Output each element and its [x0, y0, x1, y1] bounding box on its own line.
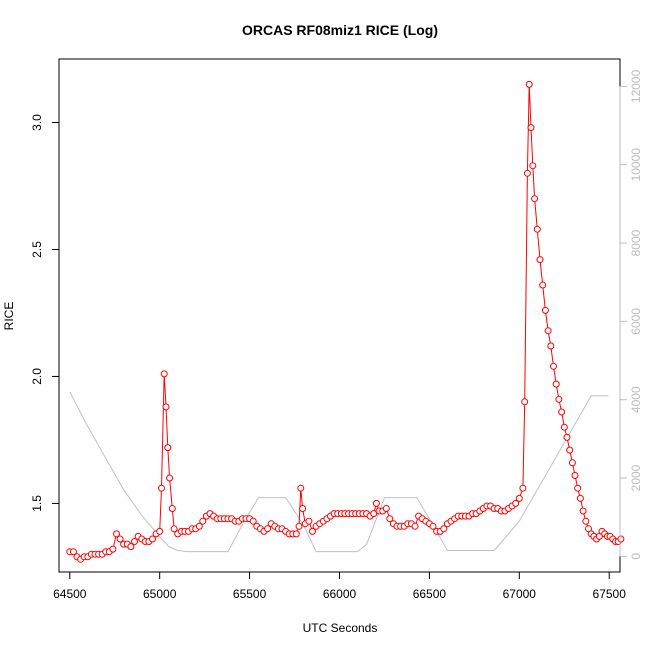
x-axis-label: UTC Seconds — [303, 621, 378, 635]
rice-point — [162, 403, 170, 411]
rice-point — [116, 535, 124, 543]
rice-point — [109, 545, 117, 553]
rice-point — [370, 510, 378, 518]
rice-point — [305, 517, 313, 525]
rice-point — [249, 517, 257, 525]
rice-point — [566, 446, 574, 454]
rice-point — [560, 423, 568, 431]
rice-point — [550, 362, 557, 370]
x-tick-label: 64500 — [53, 587, 87, 601]
rice-point — [563, 433, 571, 441]
rice-point — [529, 162, 537, 170]
rice-point — [199, 517, 207, 525]
rice-point — [525, 80, 533, 88]
rice-point — [168, 505, 176, 512]
rice-point — [295, 522, 303, 530]
x-tick-label: 65500 — [233, 587, 267, 601]
y-tick-label: 1.5 — [30, 495, 44, 512]
x-tick-label: 65000 — [143, 587, 177, 601]
rice-point — [571, 472, 579, 479]
chart-title: ORCAS RF08miz1 RICE (Log) — [242, 22, 438, 38]
plot-frame — [58, 58, 621, 573]
rice-point — [429, 522, 437, 530]
rice-point — [558, 408, 566, 416]
rice-point — [131, 538, 138, 545]
rice-point — [544, 327, 552, 335]
rice-point — [149, 535, 156, 543]
rice-point — [292, 530, 300, 538]
rice-point — [382, 505, 390, 512]
rice-point — [523, 169, 531, 177]
right-series-layer — [69, 391, 609, 553]
rice-point — [552, 380, 560, 388]
rice-point — [533, 225, 541, 233]
rice-point — [574, 484, 582, 492]
rice-point — [297, 484, 305, 492]
x-tick-label: 67000 — [503, 587, 537, 601]
rice-point — [411, 522, 419, 530]
x-tick-label: 66000 — [323, 587, 357, 601]
rice-point — [113, 530, 120, 538]
rice-point — [539, 281, 547, 289]
rice-point — [440, 525, 448, 533]
rice-point — [521, 398, 529, 406]
rice-point — [195, 522, 203, 530]
rice-point — [160, 370, 168, 378]
x-tick-label: 66500 — [413, 587, 447, 601]
y-tick-label: 3.0 — [30, 114, 44, 131]
rice-point — [617, 535, 625, 543]
rice-point — [515, 494, 523, 502]
rice-point — [576, 494, 584, 502]
y-tick-label: 2.5 — [30, 241, 44, 258]
rice-point — [519, 484, 527, 492]
rice-point — [512, 499, 520, 507]
rice-point — [264, 525, 272, 533]
rice-point — [541, 306, 549, 314]
rice-point — [579, 507, 587, 515]
rice-point — [582, 517, 590, 525]
rice-point — [69, 548, 77, 556]
y2-tick-label: 12000 — [629, 69, 643, 103]
y-axis-label: RICE — [2, 302, 16, 331]
rice-point — [527, 124, 535, 132]
rice-point — [158, 484, 165, 492]
y2-tick-label: 6000 — [629, 308, 643, 335]
rice-point — [156, 527, 164, 535]
rice-point — [555, 395, 563, 403]
left-series-layer — [66, 80, 625, 563]
rice-point — [309, 527, 316, 535]
rice-point — [536, 256, 544, 264]
rice-point — [299, 505, 307, 512]
rice-point — [568, 459, 576, 467]
rice-point — [386, 515, 394, 523]
y2-tick-label: 10000 — [629, 148, 643, 182]
altitude-line — [69, 391, 609, 553]
y2-tick-label: 8000 — [629, 229, 643, 256]
x-tick-label: 67500 — [593, 587, 627, 601]
y2-tick-label: 2000 — [629, 464, 643, 491]
rice-point — [531, 195, 539, 203]
y-tick-label: 2.0 — [30, 368, 44, 385]
y2-tick-label: 0 — [629, 553, 643, 560]
rice-point — [166, 474, 174, 482]
rice-point — [127, 543, 135, 551]
rice-point — [164, 444, 172, 452]
rice-point — [372, 499, 380, 507]
y2-axis: 0 2000 4000 6000 8000 10000 12000 — [619, 69, 643, 560]
rice-point — [547, 342, 555, 350]
x-axis: 64500 65000 65500 66000 66500 67000 67500 — [53, 571, 627, 601]
y2-tick-label: 4000 — [629, 386, 643, 413]
y-axis: 1.5 2.0 2.5 3.0 — [30, 114, 60, 512]
rice-point — [170, 525, 178, 533]
